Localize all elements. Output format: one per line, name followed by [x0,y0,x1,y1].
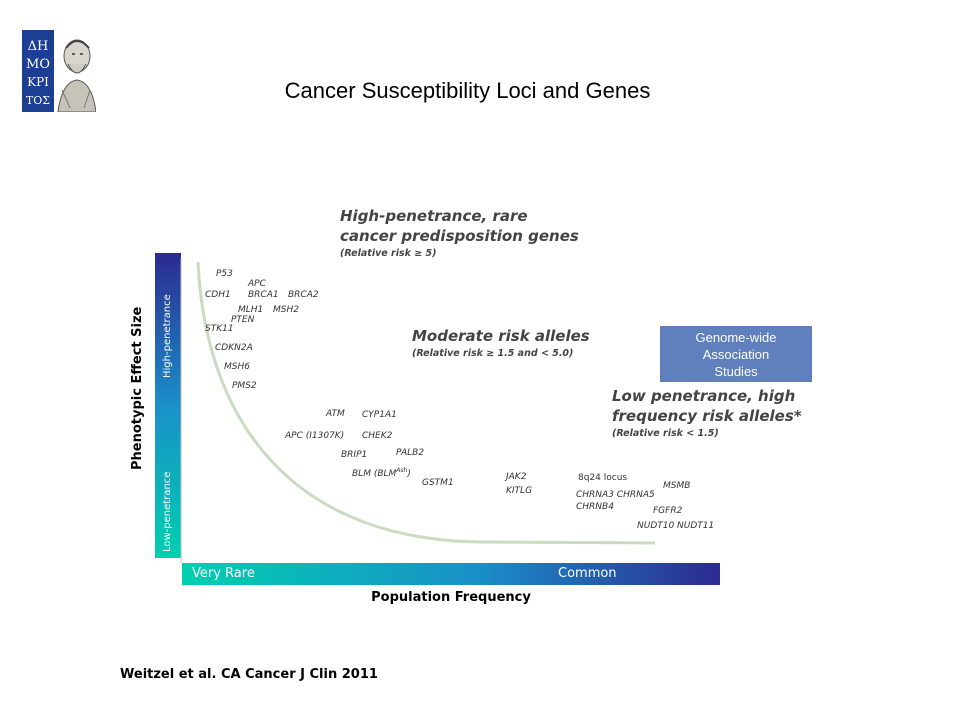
citation: Weitzel et al. CA Cancer J Clin 2011 [120,667,378,682]
gwas-box: Genome-wide Association Studies [660,326,812,382]
gene-apc: APC [248,279,266,289]
moderate-risk-rr: (Relative risk ≥ 1.5 and < 5.0) [412,348,574,359]
y-axis-title: Phenotypic Effect Size [130,306,145,470]
svg-text:ΤΟΣ: ΤΟΣ [26,94,50,107]
locus-8q24: 8q24 locus [578,473,628,483]
x-very-rare-label: Very Rare [192,566,255,581]
gene-p53: P53 [216,269,233,279]
slide-title: Cancer Susceptibility Loci and Genes [284,78,651,103]
x-axis-bar [182,563,720,585]
gene-chrna3-chrna5: CHRNA3 CHRNA5 [576,490,655,500]
gene-blm-superscript: Ash [396,467,408,474]
gene-blm-text: BLM (BLM [352,469,397,479]
high-penetrance-rr: (Relative risk ≥ 5) [340,248,437,259]
moderate-risk-line1: Moderate risk alleles [412,327,590,345]
y-low-penetrance-label: Low-penetrance [162,471,173,552]
gene-msmb: MSMB [663,481,691,491]
high-penetrance-line2: cancer predisposition genes [340,227,579,245]
gene-gstm1: GSTM1 [422,478,454,488]
gene-brca1: BRCA1 [248,290,279,300]
y-axis-bar [155,253,181,558]
low-penetrance-line2: frequency risk alleles* [612,407,802,425]
gene-atm: ATM [326,409,345,419]
gene-apc-i1307k: APC (I1307K) [285,431,345,441]
gene-brca2: BRCA2 [288,290,319,300]
gene-stk11: STK11 [205,324,234,334]
x-axis-title: Population Frequency [371,590,531,605]
gene-mlh1: MLH1 [238,305,264,315]
gene-fgfr2: FGFR2 [653,506,683,516]
gene-cdh1: CDH1 [205,290,231,300]
risk-curve [196,261,656,545]
gene-blm: BLM (BLMAsh) [352,467,411,479]
y-high-penetrance-label: High-penetrance [162,294,173,378]
demokritos-logo: ΔΗ ΜΟ ΚΡΙ ΤΟΣ [22,30,97,113]
svg-text:ΜΟ: ΜΟ [26,57,50,72]
gene-palb2: PALB2 [396,448,425,458]
gene-pms2: PMS2 [232,381,257,391]
gene-chrnb4: CHRNB4 [576,502,614,512]
gene-jak2: JAK2 [506,472,527,482]
gene-blm-close: ) [407,469,411,479]
gene-kitlg: KITLG [506,486,533,496]
gwas-label: Genome-wide Association Studies [695,329,777,379]
gene-nudt10-nudt11: NUDT10 NUDT11 [637,521,715,531]
x-common-label: Common [558,566,617,581]
gene-msh6: MSH6 [224,362,250,372]
gene-pten: PTEN [231,315,255,325]
high-penetrance-category: High-penetrance, rare cancer predisposit… [340,206,579,259]
gene-cyp1a1: CYP1A1 [362,410,397,420]
gene-chek2: CHEK2 [362,431,393,441]
gene-cdkn2a: CDKN2A [215,343,253,353]
svg-text:ΚΡΙ: ΚΡΙ [27,75,49,89]
moderate-risk-category: Moderate risk alleles (Relative risk ≥ 1… [412,326,590,359]
high-penetrance-line1: High-penetrance, rare [340,207,528,225]
low-penetrance-line1: Low penetrance, high [612,387,796,405]
low-penetrance-rr: (Relative risk < 1.5) [612,428,719,439]
low-penetrance-category: Low penetrance, high frequency risk alle… [612,386,802,439]
svg-text:ΔΗ: ΔΗ [28,39,49,54]
gene-msh2: MSH2 [273,305,299,315]
gene-brip1: BRIP1 [341,450,368,460]
